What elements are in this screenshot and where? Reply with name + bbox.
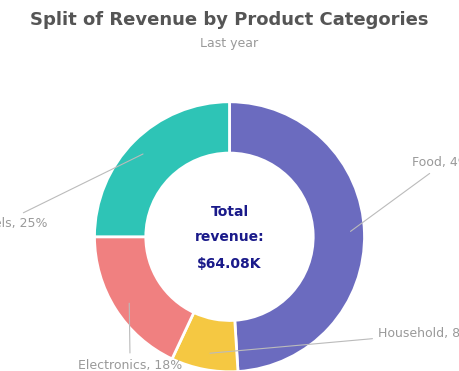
Text: Last year: Last year	[201, 37, 258, 50]
Wedge shape	[230, 102, 364, 371]
Text: Total: Total	[210, 206, 249, 220]
Text: Food, 49%: Food, 49%	[351, 156, 459, 232]
Wedge shape	[95, 102, 230, 237]
Text: Electronics, 18%: Electronics, 18%	[78, 303, 182, 371]
Text: Household, 8%: Household, 8%	[210, 328, 459, 353]
Text: Apparels, 25%: Apparels, 25%	[0, 154, 143, 230]
Text: revenue:: revenue:	[195, 230, 264, 244]
Text: $64.08K: $64.08K	[197, 257, 262, 271]
Wedge shape	[172, 312, 238, 371]
Text: Split of Revenue by Product Categories: Split of Revenue by Product Categories	[30, 11, 429, 29]
Wedge shape	[95, 237, 194, 359]
